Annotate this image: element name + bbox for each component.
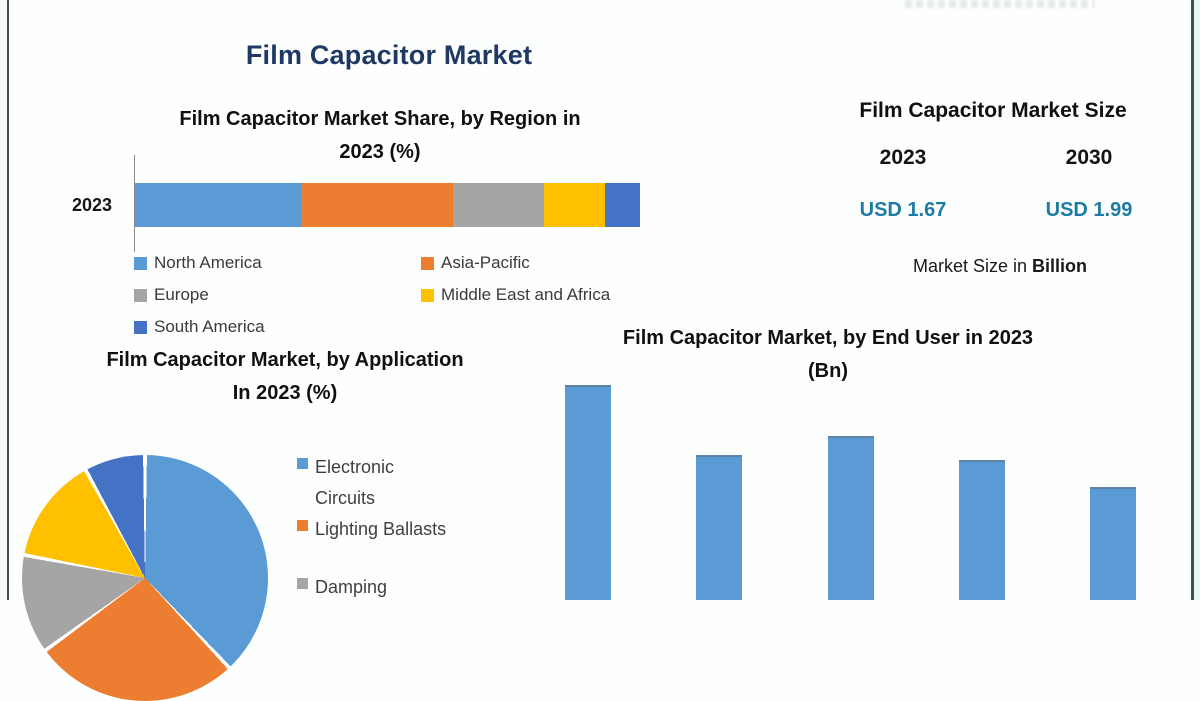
end-user-bar-5 [1090,487,1136,600]
legend-row: Europe Middle East and Africa [134,279,694,311]
legend-label: Europe [154,285,209,304]
page-title: Film Capacitor Market [245,40,533,70]
end-user-bar-2 [696,455,743,600]
left-gutter [0,0,7,600]
market-size-caption: Market Size in Billion [828,256,1172,277]
cut-off-watermark-text [905,0,1095,8]
legend-swatch-europe-icon [134,288,147,302]
market-size-values-row: USD 1.67 USD 1.99 [828,199,1164,222]
legend-item-electronic-circuits: Electronic Circuits [297,452,445,514]
legend-item-lighting-ballasts: Lighting Ballasts [297,514,446,545]
market-size-year-2023: 2023 [879,146,927,169]
stacked-segment-north-america [135,183,302,227]
end-user-bar-4 [958,460,1005,600]
legend-swatch-damping-icon [297,578,308,589]
region-chart-legend: North America Asia-Pacific Europe Middle… [134,247,694,343]
market-size-caption-unit: Billion [1032,256,1088,276]
legend-swatch-lighting-ballasts-icon [297,520,308,531]
end-user-bar-3 [827,436,874,600]
application-chart-title: Film Capacitor Market, by Application In… [18,344,552,410]
end-user-bar-chart [565,370,1136,600]
region-chart-y-axis-line [134,155,135,252]
application-chart-title-line2: In 2023 (%) [232,382,338,404]
legend-item-asia-pacific: Asia-Pacific [421,253,694,273]
legend-label: South America [154,317,265,336]
legend-swatch-south-america-icon [134,320,147,334]
right-gutter [1194,0,1200,600]
right-border-line [1191,0,1194,600]
market-size-title: Film Capacitor Market Size [859,99,1127,122]
legend-item-north-america: North America [134,253,421,273]
end-user-bar-1 [565,385,611,600]
legend-item-damping: Damping [297,572,387,603]
stacked-segment-middle-east-and-africa [544,183,605,227]
stacked-segment-asia-pacific [301,183,454,227]
market-size-years-row: 2023 2030 [828,146,1164,170]
market-size-value-2023: USD 1.67 [859,199,947,221]
stacked-segment-europe [453,183,545,227]
legend-item-south-america: South America [134,317,421,337]
end-user-chart-title-line1: Film Capacitor Market, by End User in 20… [622,327,1034,349]
end-user-chart-title-line2: (Bn) [808,360,848,382]
legend-label: North America [154,253,262,272]
application-chart-title-line1: Film Capacitor Market, by Application [106,349,464,371]
legend-row: North America Asia-Pacific [134,247,694,279]
left-border-line [7,0,9,600]
application-pie-chart [22,455,268,701]
end-user-chart-title: Film Capacitor Market, by End User in 20… [560,322,1096,388]
legend-item-europe: Europe [134,285,421,305]
region-chart-title-line1: Film Capacitor Market Share, by Region i… [179,108,581,130]
region-chart-title-line2: 2023 (%) [339,141,421,163]
market-size-year-2030: 2030 [1065,146,1113,169]
market-size-caption-text: Market Size in [912,256,1033,276]
region-stacked-bar [135,183,640,227]
legend-swatch-middle-east-africa-icon [421,288,434,302]
legend-label: Middle East and Africa [441,285,611,304]
region-chart-category-label: 2023 [71,195,112,215]
market-size-value-2030: USD 1.99 [1045,199,1133,221]
legend-label: Lighting Ballasts [315,519,447,539]
legend-swatch-electronic-circuits-icon [297,458,308,469]
legend-swatch-north-america-icon [134,256,147,270]
stacked-segment-south-america [604,183,640,227]
legend-label: Asia-Pacific [441,253,530,272]
legend-row: South America [134,311,694,343]
legend-item-middle-east-africa: Middle East and Africa [421,285,694,305]
region-chart-title: Film Capacitor Market Share, by Region i… [60,103,700,169]
legend-swatch-asia-pacific-icon [421,256,434,270]
legend-label: Electronic Circuits [315,457,395,508]
legend-label: Damping [315,577,388,597]
